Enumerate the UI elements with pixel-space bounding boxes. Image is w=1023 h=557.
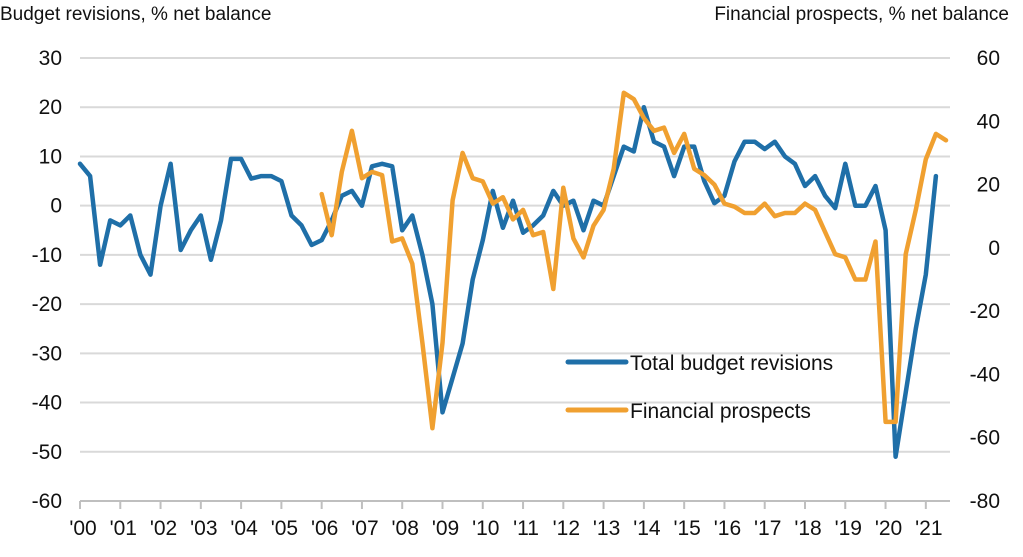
x-tick-label: '18 — [794, 517, 821, 540]
x-tick-label: '12 — [553, 517, 580, 540]
left-tick-label: -20 — [32, 293, 62, 316]
x-tick-label: '01 — [110, 517, 137, 540]
right-tick-label: -60 — [970, 427, 1000, 450]
left-tick-label: -60 — [32, 490, 62, 513]
left-tick-label: -50 — [32, 441, 62, 464]
series-lines — [77, 90, 949, 459]
right-tick-label: -40 — [970, 363, 1000, 386]
right-axis-ticks: 60 40 20 0 -20 -40 -60 -80 — [970, 47, 1000, 513]
right-axis-title: Financial prospects, % net balance — [714, 4, 1009, 25]
left-tick-label: 30 — [39, 47, 62, 70]
x-tick-label: '17 — [754, 517, 781, 540]
legend-label: Financial prospects — [630, 400, 811, 423]
left-tick-label: 10 — [39, 145, 62, 168]
right-tick-label: 20 — [977, 174, 1000, 197]
x-tick-label: '13 — [593, 517, 620, 540]
left-tick-label: -30 — [32, 342, 62, 365]
left-tick-label: 0 — [50, 195, 62, 218]
series-line — [319, 90, 949, 431]
x-tick-label: '14 — [633, 517, 661, 540]
x-tick-label: '04 — [230, 517, 258, 540]
left-axis-title: Budget revisions, % net balance — [0, 4, 272, 25]
right-tick-label: 40 — [977, 110, 1000, 133]
x-tick-label: '21 — [915, 517, 942, 540]
x-axis-ticks: '00 '01 '02 '03 '04 '05 '06 '07 '08 '09 '10 '11 '12 '… — [69, 500, 950, 540]
x-tick-label: '20 — [875, 517, 902, 540]
series-line — [77, 104, 939, 459]
x-tick-label: '05 — [271, 517, 298, 540]
left-tick-label: -40 — [32, 392, 62, 415]
x-tick-label: '15 — [673, 517, 700, 540]
x-tick-label: '00 — [69, 517, 96, 540]
x-tick-label: '06 — [311, 517, 338, 540]
x-tick-label: '07 — [351, 517, 378, 540]
legend: Total budget revisions Financial prospect… — [565, 352, 833, 423]
left-tick-label: 20 — [39, 96, 62, 119]
right-tick-label: -80 — [970, 490, 1000, 513]
x-tick-label: '09 — [432, 517, 459, 540]
x-tick-label: '11 — [513, 517, 539, 540]
x-tick-label: '19 — [835, 517, 862, 540]
x-tick-label: '03 — [190, 517, 217, 540]
x-tick-label: '08 — [392, 517, 419, 540]
legend-label: Total budget revisions — [630, 352, 833, 375]
x-tick-label: '16 — [714, 517, 741, 540]
x-tick-label: '10 — [472, 517, 499, 540]
gridlines — [80, 57, 950, 502]
right-tick-label: -20 — [970, 300, 1000, 323]
left-tick-label: -10 — [32, 244, 62, 267]
right-tick-label: 0 — [988, 237, 1000, 260]
x-tick-label: '02 — [150, 517, 177, 540]
left-axis-ticks: 30 20 10 0 -10 -20 -30 -40 -50 -60 — [32, 47, 62, 513]
right-tick-label: 60 — [977, 47, 1000, 70]
